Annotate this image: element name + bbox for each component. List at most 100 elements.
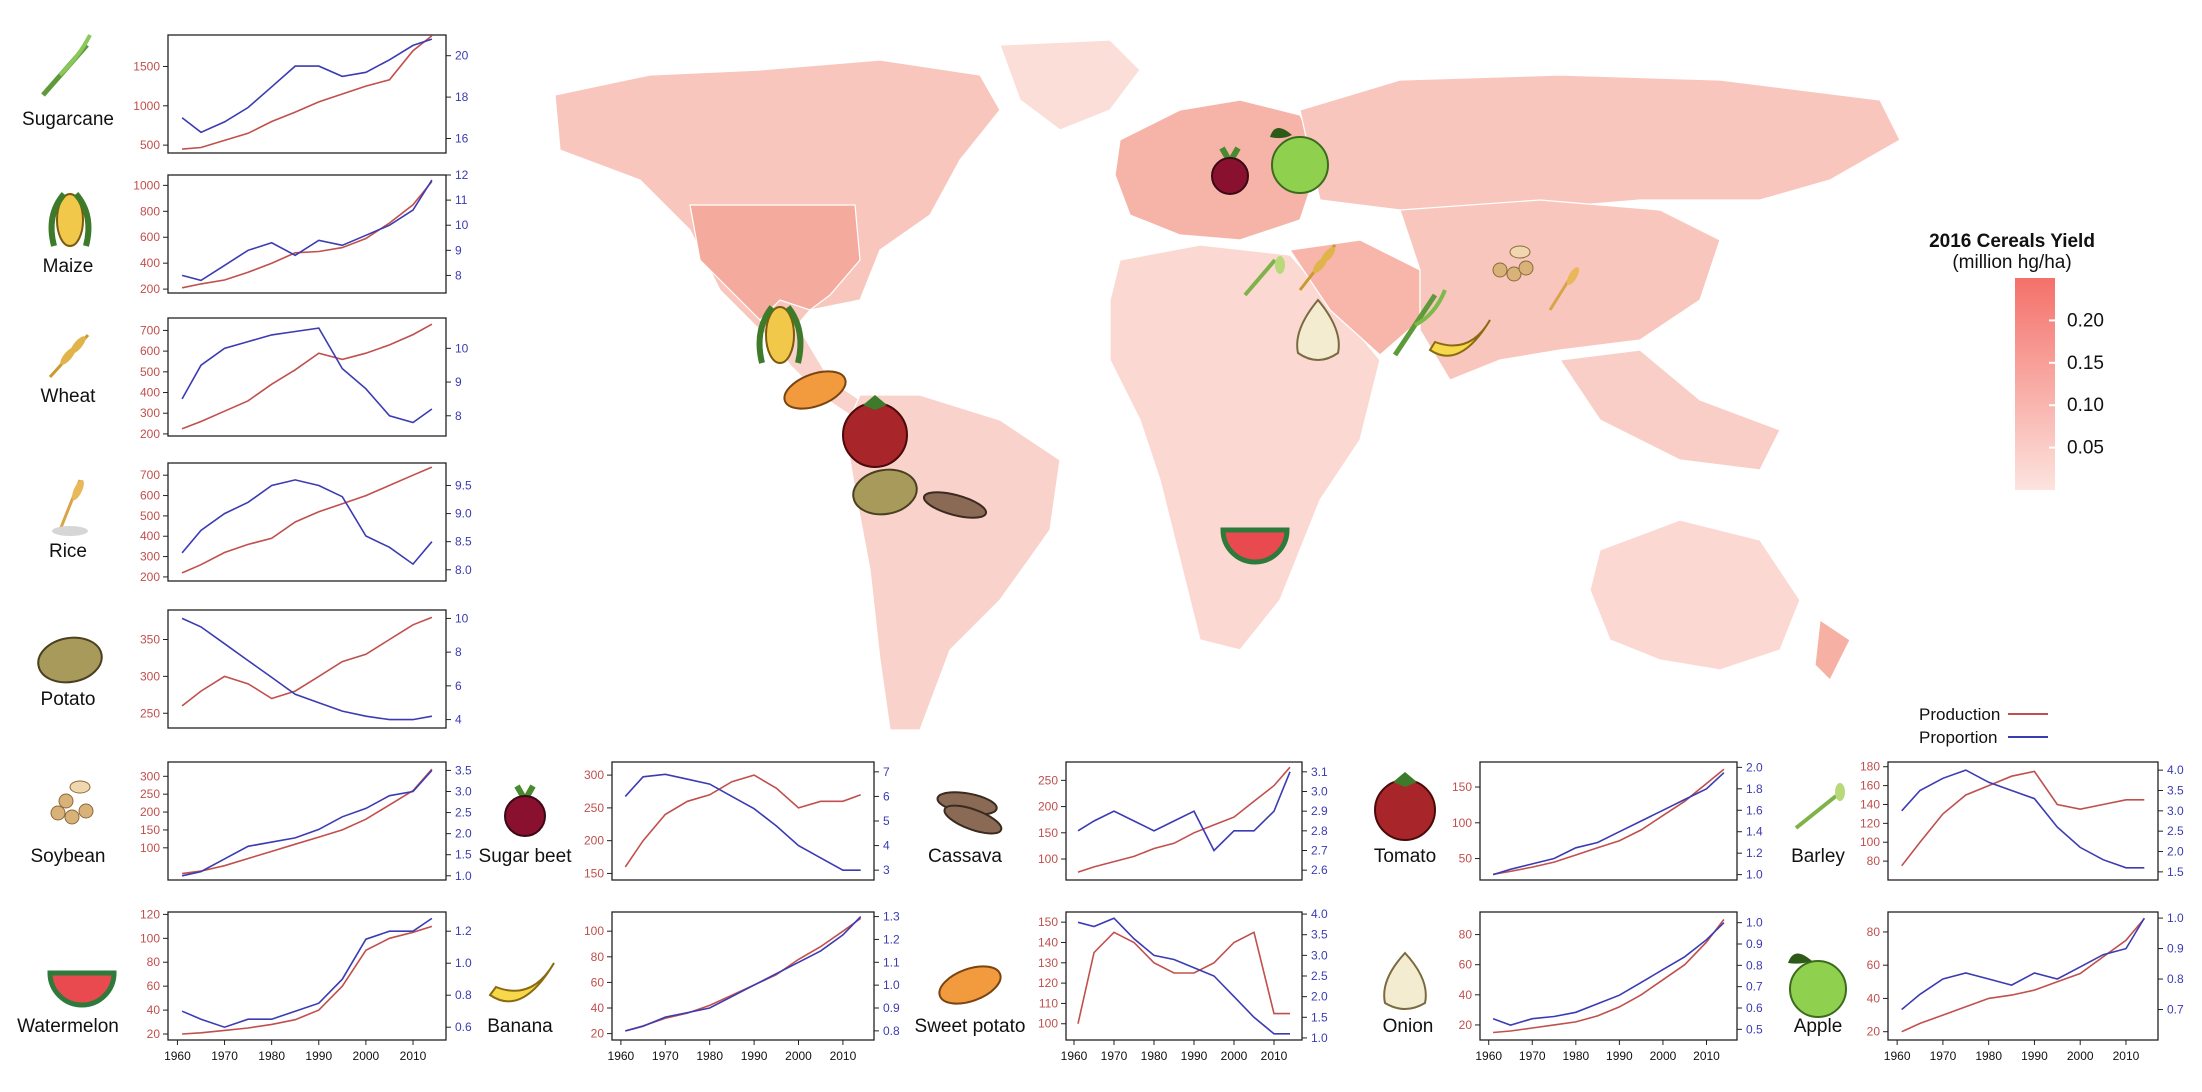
left-axis-tick-label: 40 bbox=[1867, 991, 1881, 1005]
left-axis-tick-label: 110 bbox=[1039, 996, 1058, 1010]
left-axis-tick-label: 700 bbox=[140, 468, 160, 482]
colorbar-tick-label: 0.15 bbox=[2067, 353, 2104, 374]
panel-frame bbox=[167, 911, 447, 1041]
series-line-proportion bbox=[181, 179, 433, 282]
soybean-icon bbox=[50, 780, 94, 825]
panel-frame bbox=[1479, 761, 1738, 881]
panel-sugarcane: Sugarcane 500 1000 1500 16 18 20 bbox=[22, 34, 469, 154]
panel-crop-name: Potato bbox=[41, 689, 96, 710]
right-axis-tick-label: 7 bbox=[883, 765, 890, 779]
x-axis-tick-label: 1970 bbox=[1930, 1049, 1957, 1063]
panel-frame bbox=[611, 911, 875, 1041]
right-axis-tick-label: 1.5 bbox=[455, 848, 472, 862]
right-axis-tick-label: 1.6 bbox=[1746, 803, 1763, 817]
series-line-proportion bbox=[181, 917, 433, 1029]
right-axis-tick-label: 3.0 bbox=[455, 785, 472, 799]
panel-sweet-potato: Sweet potato 100 110 120 130 140 150 1.0 1.5 2.0 2… bbox=[915, 907, 1328, 1063]
left-axis-tick-label: 600 bbox=[140, 344, 160, 358]
potato-icon bbox=[852, 468, 918, 516]
left-axis-tick-label: 200 bbox=[140, 427, 160, 441]
left-axis-tick-label: 80 bbox=[147, 955, 161, 969]
left-axis-tick-label: 500 bbox=[140, 365, 160, 379]
series-line-production bbox=[181, 466, 433, 574]
left-axis-tick-label: 300 bbox=[140, 769, 160, 783]
left-axis-tick-label: 1000 bbox=[133, 178, 160, 192]
x-axis-tick-label: 1980 bbox=[1562, 1049, 1589, 1063]
panel-crop-name: Sugarcane bbox=[22, 109, 114, 130]
right-axis-tick-label: 9 bbox=[455, 243, 462, 257]
panel-crop-name: Sweet potato bbox=[915, 1016, 1026, 1037]
left-axis-tick-label: 140 bbox=[1038, 935, 1058, 949]
left-axis-tick-label: 100 bbox=[140, 931, 160, 945]
panel-sugar-beet: Sugar beet 150 200 250 300 3 4 5 6 7 bbox=[479, 761, 890, 881]
left-axis-tick-label: 500 bbox=[140, 509, 160, 523]
panel-frame bbox=[1887, 911, 2159, 1041]
right-axis-tick-label: 1.0 bbox=[455, 956, 472, 970]
panel-tomato: Tomato 50 100 150 1.0 1.2 1.4 1.6 1.8 2.0 bbox=[1374, 760, 1763, 881]
x-axis-tick-label: 2010 bbox=[2113, 1049, 2140, 1063]
panel-wheat: Wheat 200 300 400 500 600 700 8 9 10 bbox=[41, 317, 469, 441]
right-axis-tick-label: 6 bbox=[883, 789, 890, 803]
left-axis-tick-label: 100 bbox=[1452, 816, 1472, 830]
right-axis-tick-label: 3 bbox=[883, 863, 890, 877]
panel-cassava: Cassava 100 150 200 250 2.6 2.7 2.8 2.9 3.0 3.1 bbox=[928, 761, 1328, 881]
map-new-zealand bbox=[1814, 618, 1851, 682]
left-axis-tick-label: 20 bbox=[147, 1027, 161, 1041]
right-axis-tick-label: 5 bbox=[883, 814, 890, 828]
left-axis-tick-label: 200 bbox=[1038, 800, 1058, 814]
series-line-proportion bbox=[1901, 917, 2145, 1011]
left-axis-tick-label: 350 bbox=[140, 633, 160, 647]
right-axis-tick-label: 1.0 bbox=[1746, 916, 1763, 930]
right-axis-tick-label: 0.8 bbox=[455, 988, 472, 1002]
watermelon-icon bbox=[47, 970, 117, 1008]
banana-icon bbox=[488, 962, 555, 1003]
right-axis-tick-label: 10 bbox=[455, 611, 469, 625]
left-axis-tick-label: 100 bbox=[1860, 835, 1880, 849]
left-axis-tick-label: 150 bbox=[1038, 826, 1058, 840]
right-axis-tick-label: 9.5 bbox=[455, 478, 472, 492]
right-axis-tick-label: 9.0 bbox=[455, 507, 472, 521]
right-axis-tick-label: 10 bbox=[455, 218, 469, 232]
right-axis-tick-label: 11 bbox=[455, 193, 468, 207]
x-axis-tick-label: 1960 bbox=[1061, 1049, 1088, 1063]
x-axis-tick-label: 1960 bbox=[608, 1049, 635, 1063]
series-line-production bbox=[1492, 768, 1725, 876]
left-axis-tick-label: 250 bbox=[1038, 773, 1058, 787]
right-axis-tick-label: 1.2 bbox=[1746, 846, 1763, 860]
series-line-proportion bbox=[1077, 917, 1290, 1035]
right-axis-tick-label: 20 bbox=[455, 49, 469, 63]
onion-icon bbox=[1296, 298, 1340, 361]
left-axis-tick-label: 80 bbox=[1867, 854, 1881, 868]
right-axis-tick-label: 1.0 bbox=[1746, 868, 1763, 882]
left-axis-tick-label: 100 bbox=[584, 924, 604, 938]
x-axis-tick-label: 1960 bbox=[164, 1049, 191, 1063]
left-axis-tick-label: 100 bbox=[1038, 852, 1058, 866]
panel-frame bbox=[167, 317, 447, 437]
left-axis-tick-label: 140 bbox=[1860, 797, 1880, 811]
right-axis-tick-label: 2.9 bbox=[1311, 804, 1328, 818]
right-axis-tick-label: 2.0 bbox=[2167, 845, 2184, 859]
left-axis-tick-label: 200 bbox=[140, 282, 160, 296]
x-axis-tick-label: 1990 bbox=[2021, 1049, 2048, 1063]
left-axis-tick-label: 150 bbox=[1038, 915, 1058, 929]
series-line-production bbox=[181, 616, 433, 707]
left-axis-tick-label: 60 bbox=[147, 979, 161, 993]
right-axis-tick-label: 2.7 bbox=[1311, 844, 1328, 858]
left-axis-tick-label: 300 bbox=[584, 768, 604, 782]
right-axis-tick-label: 0.6 bbox=[455, 1020, 472, 1034]
left-axis-tick-label: 40 bbox=[1459, 988, 1473, 1002]
left-axis-tick-label: 200 bbox=[584, 834, 604, 848]
panel-crop-name: Barley bbox=[1791, 846, 1845, 867]
left-axis-tick-label: 300 bbox=[140, 550, 160, 564]
series-line-production bbox=[182, 925, 433, 1035]
right-axis-tick-label: 0.8 bbox=[2167, 972, 2184, 986]
maize-icon bbox=[756, 305, 804, 364]
x-axis-tick-label: 1990 bbox=[1606, 1049, 1633, 1063]
right-axis-tick-label: 2.5 bbox=[2167, 824, 2184, 838]
potato-icon bbox=[37, 636, 103, 684]
series-line-proportion bbox=[181, 479, 433, 566]
colorbar-tick-label: 0.20 bbox=[2067, 310, 2104, 331]
series-line-proportion bbox=[1901, 769, 2145, 869]
series-line-proportion bbox=[1077, 771, 1291, 852]
